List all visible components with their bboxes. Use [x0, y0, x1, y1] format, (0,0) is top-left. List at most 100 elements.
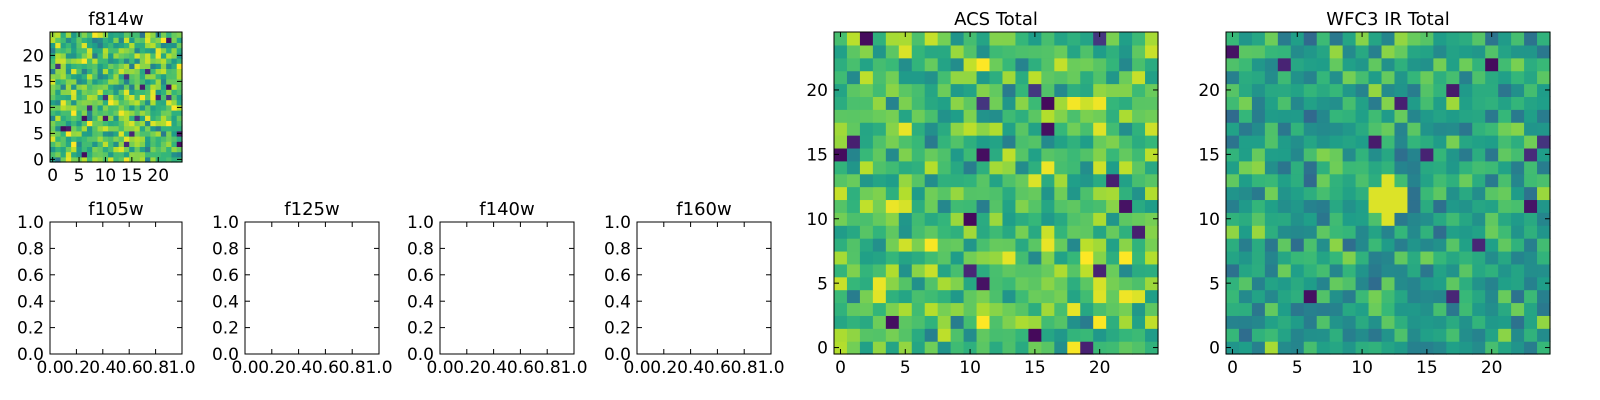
heatmap-cell	[1394, 32, 1409, 46]
heatmap-cell	[1407, 199, 1421, 213]
y-tick-label: 0.6	[604, 266, 631, 286]
heatmap-cell	[139, 52, 146, 59]
heatmap-cell	[118, 52, 125, 59]
heatmap-cell	[1420, 109, 1434, 123]
heatmap-cell	[1420, 199, 1434, 213]
heatmap-cell	[60, 94, 67, 101]
heatmap-cell	[65, 52, 72, 59]
heatmap-cell	[1251, 315, 1266, 329]
heatmap-cell	[1226, 32, 1240, 46]
heatmap-cell	[55, 125, 62, 132]
heatmap-cell	[1342, 135, 1357, 149]
heatmap-cell	[155, 125, 162, 132]
heatmap-cell	[81, 110, 88, 116]
heatmap-cell	[1106, 302, 1120, 316]
heatmap-cell	[989, 238, 1004, 252]
heatmap-cell	[134, 156, 141, 163]
heatmap-cell	[1316, 225, 1331, 239]
x-tick-label: 1.0	[560, 358, 587, 378]
heatmap-cell	[155, 73, 162, 80]
heatmap-cell	[1368, 70, 1383, 85]
heatmap-cell	[160, 47, 167, 54]
heatmap-cell	[97, 120, 104, 127]
heatmap-cell	[834, 96, 848, 110]
heatmap-cell	[113, 47, 120, 54]
heatmap-cell	[1238, 70, 1253, 85]
heatmap-cell	[1355, 122, 1370, 136]
heatmap-cell	[1093, 135, 1107, 149]
heatmap-cell	[1028, 83, 1042, 97]
heatmap-cell	[1368, 173, 1383, 188]
heatmap-cell	[1524, 96, 1538, 110]
heatmap-cell	[1329, 122, 1344, 136]
heatmap-cell	[118, 110, 125, 116]
heatmap-cell	[1028, 315, 1042, 329]
heatmap-cell	[872, 315, 887, 329]
heatmap-cell	[1524, 199, 1538, 213]
heatmap-cell	[145, 130, 151, 137]
heatmap-cell	[134, 146, 141, 153]
heatmap-cell	[1433, 212, 1447, 226]
heatmap-cell	[86, 110, 93, 116]
heatmap-cell	[859, 44, 874, 59]
heatmap-cell	[139, 32, 146, 38]
heatmap-cell	[92, 52, 99, 59]
x-tick-label: 5	[1292, 358, 1303, 378]
heatmap-cell	[102, 52, 109, 59]
heatmap-cell	[1342, 302, 1357, 316]
heatmap-cell	[950, 122, 965, 136]
heatmap-cell	[859, 225, 874, 239]
heatmap-cell	[160, 52, 167, 59]
heatmap-cell	[1394, 263, 1409, 278]
heatmap-cell	[1368, 135, 1383, 149]
heatmap-cell	[171, 37, 178, 43]
heatmap-cell	[911, 122, 926, 136]
heatmap-cell	[76, 37, 83, 43]
heatmap-cell	[123, 130, 130, 137]
heatmap-cell	[834, 147, 848, 162]
heatmap-cell	[150, 73, 157, 80]
heatmap-cell	[859, 122, 874, 136]
heatmap-cell	[885, 44, 900, 59]
heatmap-cell	[950, 160, 965, 175]
heatmap-cell	[139, 94, 146, 101]
heatmap-cell	[1433, 173, 1447, 188]
heatmap-cell	[1251, 238, 1266, 252]
heatmap-cell	[81, 52, 88, 59]
heatmap-cell	[898, 341, 913, 355]
heatmap-cell	[176, 125, 183, 132]
heatmap-cell	[950, 341, 965, 355]
heatmap-cell	[1028, 173, 1042, 188]
heatmap-cell	[1355, 238, 1370, 252]
heatmap-cell	[166, 78, 173, 85]
heatmap-cell	[123, 110, 130, 116]
heatmap-cell	[937, 186, 952, 201]
heatmap-cell	[86, 89, 93, 95]
heatmap-cell	[1342, 289, 1357, 304]
heatmap-cell	[1433, 122, 1447, 136]
heatmap-cell	[834, 109, 848, 123]
heatmap-cell	[1355, 186, 1370, 201]
heatmap-cell	[834, 315, 848, 329]
heatmap-cell	[113, 99, 120, 106]
heatmap-cell	[1368, 83, 1383, 97]
heatmap-cell	[872, 122, 887, 136]
heatmap-cell	[846, 135, 861, 149]
heatmap-cell	[1407, 147, 1421, 162]
heatmap-cell	[1342, 199, 1357, 213]
heatmap-cell	[86, 104, 93, 111]
x-tick-label: 10	[95, 166, 117, 186]
heatmap-cell	[885, 70, 900, 85]
y-tick-label: 0	[33, 151, 44, 171]
heatmap-cell	[834, 186, 848, 201]
heatmap-cell	[1277, 225, 1292, 239]
heatmap-cell	[71, 141, 77, 147]
heatmap-cell	[1485, 225, 1499, 239]
heatmap-cell	[1303, 32, 1318, 46]
x-tick-label: 0	[1227, 358, 1238, 378]
heatmap-cell	[1015, 96, 1029, 110]
heatmap-cell	[976, 250, 991, 265]
heatmap-cell	[976, 147, 991, 162]
heatmap-cell	[118, 63, 125, 69]
heatmap-cell	[872, 32, 887, 46]
